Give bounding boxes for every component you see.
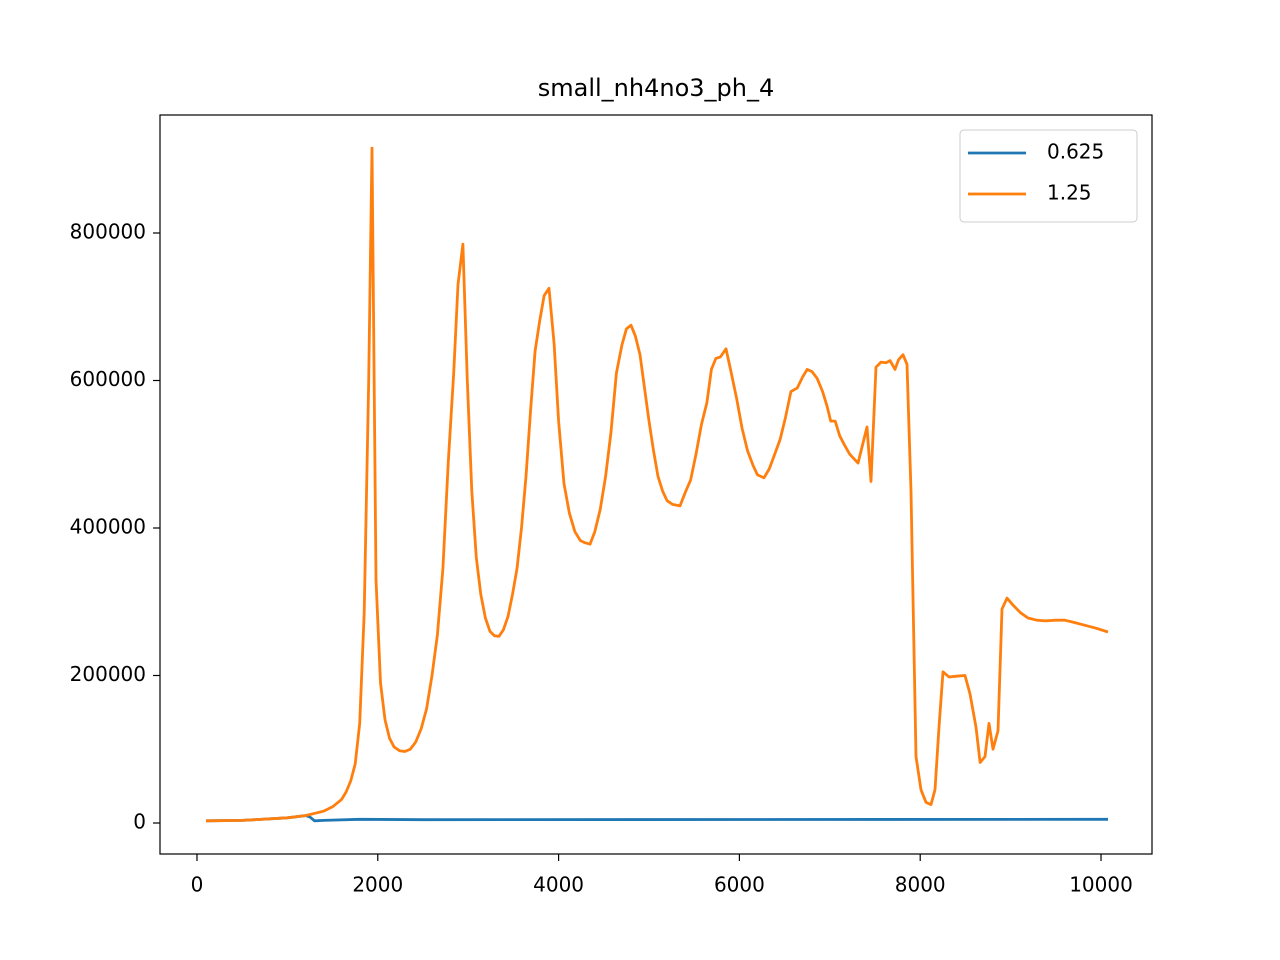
x-tick-label: 4000: [533, 873, 584, 897]
series-line: [205, 146, 1109, 823]
y-tick-label: 0: [133, 809, 146, 833]
x-tick-label: 8000: [895, 873, 946, 897]
y-tick-label: 800000: [70, 219, 146, 243]
y-tick-label: 600000: [70, 367, 146, 391]
legend-label: 0.625: [1047, 140, 1104, 164]
plot-frame: [159, 114, 1153, 855]
y-tick-label: 200000: [70, 662, 146, 686]
y-tick-label: 400000: [70, 514, 146, 538]
x-tick-label: 10000: [1069, 873, 1133, 897]
chart-title: small_nh4no3_ph_4: [538, 74, 775, 102]
legend-label: 1.25: [1047, 181, 1092, 205]
x-tick-label: 2000: [352, 873, 403, 897]
x-tick-label: 6000: [714, 873, 765, 897]
x-tick-label: 0: [191, 873, 204, 897]
series-line: [205, 814, 1109, 823]
